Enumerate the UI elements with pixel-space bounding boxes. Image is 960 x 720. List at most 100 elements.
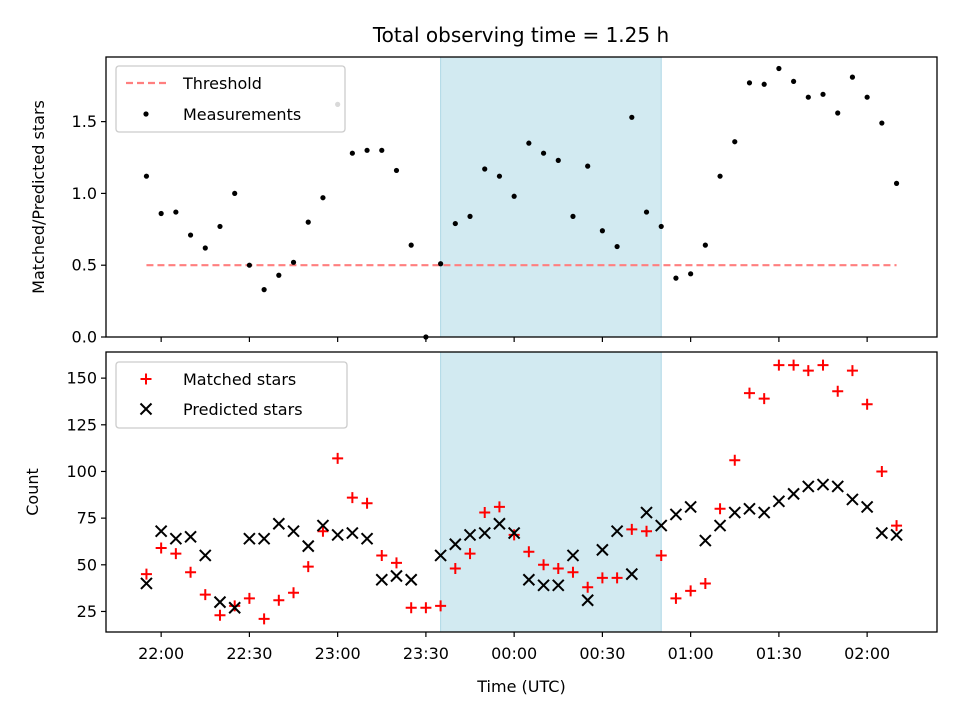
predicted-star-point [875, 526, 889, 540]
predicted-star-point [375, 573, 388, 586]
predicted-star-point [449, 538, 462, 551]
matched-star-point [788, 359, 800, 371]
predicted-star-point [302, 539, 315, 553]
y-tick-label: 1.0 [72, 184, 97, 203]
predicted-star-point [346, 526, 359, 540]
measurement-point [688, 271, 694, 277]
measurement-point [717, 173, 723, 179]
x-tick-label: 22:00 [138, 644, 184, 663]
matched-star-point [611, 572, 623, 584]
matched-star-point [185, 566, 197, 578]
predicted-star-point [316, 519, 330, 532]
matched-star-point [214, 609, 226, 621]
predicted-star-point [228, 601, 241, 614]
predicted-star-point [140, 577, 153, 590]
y-tick-label: 25 [77, 602, 97, 621]
matched-star-point [464, 548, 476, 560]
x-tick-label: 23:30 [403, 644, 449, 663]
y-tick-label: 125 [66, 415, 97, 434]
legend-matched-swatch [140, 373, 152, 385]
count-axes-frame [105, 351, 938, 633]
predicted-star-point [802, 480, 815, 493]
legend-matched-label: Matched stars [183, 370, 296, 389]
matched-star-point [435, 600, 447, 612]
matched-star-point [346, 492, 358, 504]
matched-star-point [155, 542, 167, 554]
ratio-legend: Threshold Measurements [115, 65, 346, 133]
measurement-point [173, 209, 179, 215]
ratio-x-ticks [160, 337, 868, 342]
predicted-star-point [154, 524, 168, 538]
matched-star-point [229, 600, 241, 612]
x-tick-label: 00:00 [491, 644, 537, 663]
measurement-point [143, 173, 150, 179]
predicted-star-point [522, 573, 536, 586]
matched-star-point [552, 563, 564, 575]
matched-star-point [817, 359, 829, 371]
matched-star-point [243, 592, 255, 604]
measurement-point [246, 262, 253, 268]
chart-title: Total observing time = 1.25 h [372, 23, 669, 47]
matched-star-point [332, 452, 344, 464]
measurement-point [746, 80, 753, 86]
matched-star-point [258, 613, 270, 625]
predicted-star-point [728, 506, 741, 519]
legend-cross-marker [139, 402, 153, 416]
ratio-axes-frame [105, 56, 938, 338]
y-tick-label: 0.5 [72, 256, 97, 275]
predicted-star-point [360, 532, 374, 545]
legend-threshold-label: Threshold [182, 74, 262, 93]
measurement-point [511, 193, 517, 199]
matched-star-point [420, 602, 432, 614]
measurement-point [305, 219, 311, 225]
predicted-star-point [478, 526, 491, 540]
predicted-star-point [287, 524, 300, 538]
measurement-point [482, 166, 488, 172]
measurement-point [276, 272, 282, 278]
matched-star-point [685, 585, 697, 597]
matched-star-point [626, 523, 638, 535]
matched-star-point [846, 365, 858, 377]
matched-star-point [302, 561, 314, 573]
predicted-star-point [831, 480, 844, 493]
measurement-point [217, 223, 223, 230]
measurement-point [158, 210, 164, 217]
matched-star-point [670, 592, 682, 604]
predicted-star-point [272, 517, 286, 530]
measurement-point [761, 81, 767, 87]
observing-window-shade [440, 351, 662, 633]
measurement-point [555, 157, 561, 163]
count-x-ticks: 22:00 22:30 23:00 23:30 00:00 00:30 01:00 01:30… [138, 632, 890, 663]
measurement-point [364, 147, 370, 153]
measurement-point [629, 114, 635, 120]
y-tick-label: 50 [77, 555, 97, 574]
count-y-axis-label: Count [23, 468, 42, 516]
predicted-star-point [404, 573, 418, 586]
predicted-star-point [610, 524, 624, 538]
matched-star-point [273, 594, 285, 606]
count-panel: 25 50 75 100 125 150 22:00 22:30 23:00 23:30 00:0… [23, 351, 938, 696]
predicted-star-point [493, 517, 506, 530]
predicted-star-point [846, 493, 859, 506]
measurement-point [379, 147, 385, 153]
matched-star-point [861, 398, 873, 410]
count-legend-box [115, 361, 348, 429]
x-tick-label: 00:30 [579, 644, 625, 663]
x-axis-label: Time (UTC) [476, 677, 565, 696]
matched-star-point [479, 507, 491, 519]
predicted-star-point [860, 500, 874, 514]
measurement-point [805, 94, 811, 100]
measurement-point [673, 275, 679, 281]
x-tick-label: 01:00 [668, 644, 714, 663]
predicted-star-point [743, 502, 756, 516]
measurement-point [438, 261, 444, 267]
measurement-point [570, 213, 576, 219]
matched-star-point [317, 525, 329, 537]
matched-star-point [758, 393, 770, 405]
predicted-star-point [199, 549, 212, 562]
legend-predicted-label: Predicted stars [183, 400, 303, 419]
measurement-point [349, 150, 355, 156]
x-tick-label: 02:00 [844, 644, 890, 663]
matched-star-point [699, 577, 711, 589]
